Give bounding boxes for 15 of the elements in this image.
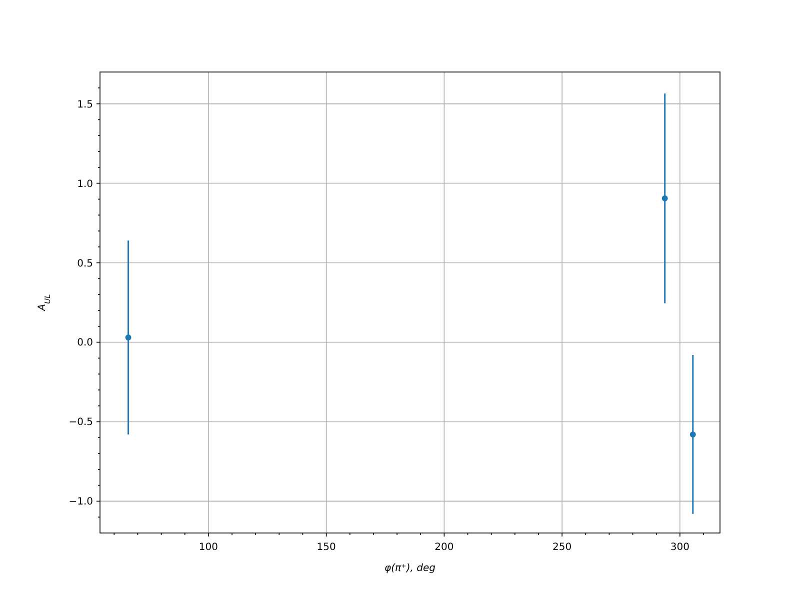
point bbox=[125, 334, 132, 340]
x-tick-label: 300 bbox=[670, 542, 690, 553]
x-tick-label: 100 bbox=[198, 542, 218, 553]
y-tick-label: 1.5 bbox=[77, 99, 93, 110]
y-tick-label: 1.0 bbox=[77, 178, 93, 190]
y-tick-label: −0.5 bbox=[68, 417, 93, 428]
y-tick-label: −1.0 bbox=[68, 496, 93, 508]
x-axis-title: φ(π⁺), deg bbox=[384, 563, 436, 574]
y-tick-label: 0.5 bbox=[77, 258, 93, 270]
x-tick-label: 250 bbox=[552, 542, 572, 553]
x-tick-label: 200 bbox=[434, 542, 454, 553]
x-tick-label: 150 bbox=[316, 542, 336, 553]
y-tick-label: 0.0 bbox=[77, 338, 93, 349]
point bbox=[690, 431, 696, 438]
point bbox=[662, 195, 668, 202]
